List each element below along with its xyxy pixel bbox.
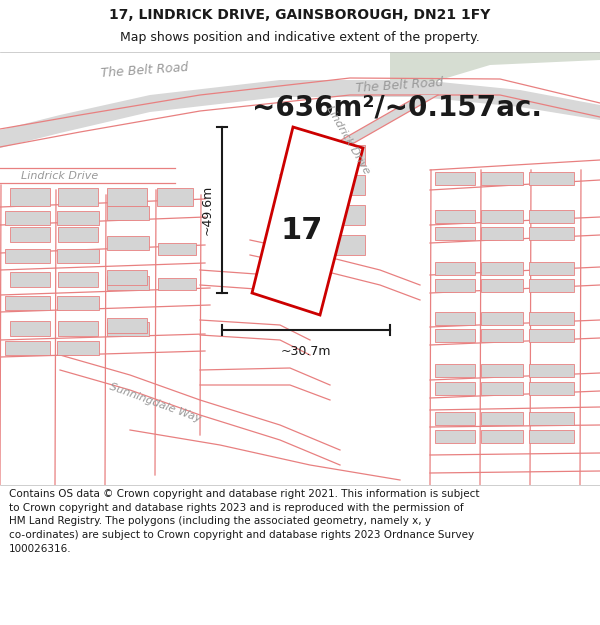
Polygon shape	[280, 95, 438, 175]
Bar	[10, 188, 50, 206]
Bar	[435, 412, 475, 425]
Bar	[435, 329, 475, 342]
Bar	[435, 312, 475, 325]
Bar	[57, 296, 99, 310]
Bar	[10, 272, 50, 287]
Bar	[295, 145, 365, 165]
Bar	[481, 210, 523, 223]
Bar	[5, 249, 50, 263]
Bar	[58, 227, 98, 242]
Bar	[107, 276, 149, 290]
Bar	[529, 210, 574, 223]
Bar	[481, 262, 523, 275]
Bar	[481, 329, 523, 342]
Bar	[57, 341, 99, 355]
Bar	[435, 430, 475, 443]
Bar	[435, 364, 475, 377]
Bar	[5, 341, 50, 355]
Text: ~636m²/~0.157ac.: ~636m²/~0.157ac.	[252, 93, 542, 121]
Bar	[5, 296, 50, 310]
Bar	[481, 172, 523, 185]
Bar	[107, 206, 149, 220]
Polygon shape	[252, 127, 363, 315]
Bar	[158, 278, 196, 290]
Bar	[529, 364, 574, 377]
Bar	[157, 188, 193, 206]
Bar	[435, 227, 475, 240]
Polygon shape	[390, 52, 600, 95]
Bar	[529, 329, 574, 342]
Bar	[107, 318, 147, 333]
Bar	[529, 172, 574, 185]
Bar	[300, 205, 365, 225]
Bar	[435, 382, 475, 395]
Bar	[58, 321, 98, 336]
Bar	[10, 227, 50, 242]
Bar	[481, 430, 523, 443]
Bar	[107, 270, 147, 285]
Bar	[107, 188, 147, 206]
Text: 17: 17	[281, 216, 323, 245]
Bar	[58, 188, 98, 206]
Bar	[107, 322, 149, 336]
Bar	[435, 210, 475, 223]
Bar	[107, 236, 149, 250]
Bar	[435, 262, 475, 275]
Bar	[10, 321, 50, 336]
Bar	[481, 312, 523, 325]
Text: ~30.7m: ~30.7m	[281, 345, 331, 358]
Text: The Belt Road: The Belt Road	[101, 61, 189, 79]
Bar	[529, 312, 574, 325]
Bar	[529, 382, 574, 395]
Bar	[481, 382, 523, 395]
Bar	[481, 412, 523, 425]
Bar	[300, 235, 365, 255]
Text: Lindrick Drive: Lindrick Drive	[22, 171, 98, 181]
Bar	[57, 211, 99, 225]
Bar	[529, 227, 574, 240]
Bar	[481, 279, 523, 292]
Bar	[5, 211, 50, 225]
Bar	[58, 272, 98, 287]
Text: Map shows position and indicative extent of the property.: Map shows position and indicative extent…	[120, 31, 480, 44]
Bar	[435, 172, 475, 185]
Bar	[529, 279, 574, 292]
Bar	[158, 243, 196, 255]
Text: Lindrick Drive: Lindrick Drive	[325, 104, 371, 176]
Bar	[295, 175, 365, 195]
Bar	[529, 262, 574, 275]
Text: Contains OS data © Crown copyright and database right 2021. This information is : Contains OS data © Crown copyright and d…	[9, 489, 479, 554]
Polygon shape	[0, 80, 600, 148]
Bar	[57, 249, 99, 263]
Text: The Belt Road: The Belt Road	[356, 76, 444, 94]
Text: 17, LINDRICK DRIVE, GAINSBOROUGH, DN21 1FY: 17, LINDRICK DRIVE, GAINSBOROUGH, DN21 1…	[109, 8, 491, 21]
Text: ~49.6m: ~49.6m	[200, 185, 214, 235]
Bar	[529, 430, 574, 443]
Bar	[481, 227, 523, 240]
Bar	[529, 412, 574, 425]
Bar	[435, 279, 475, 292]
Bar	[481, 364, 523, 377]
Text: Sunningdale Way: Sunningdale Way	[108, 382, 202, 424]
